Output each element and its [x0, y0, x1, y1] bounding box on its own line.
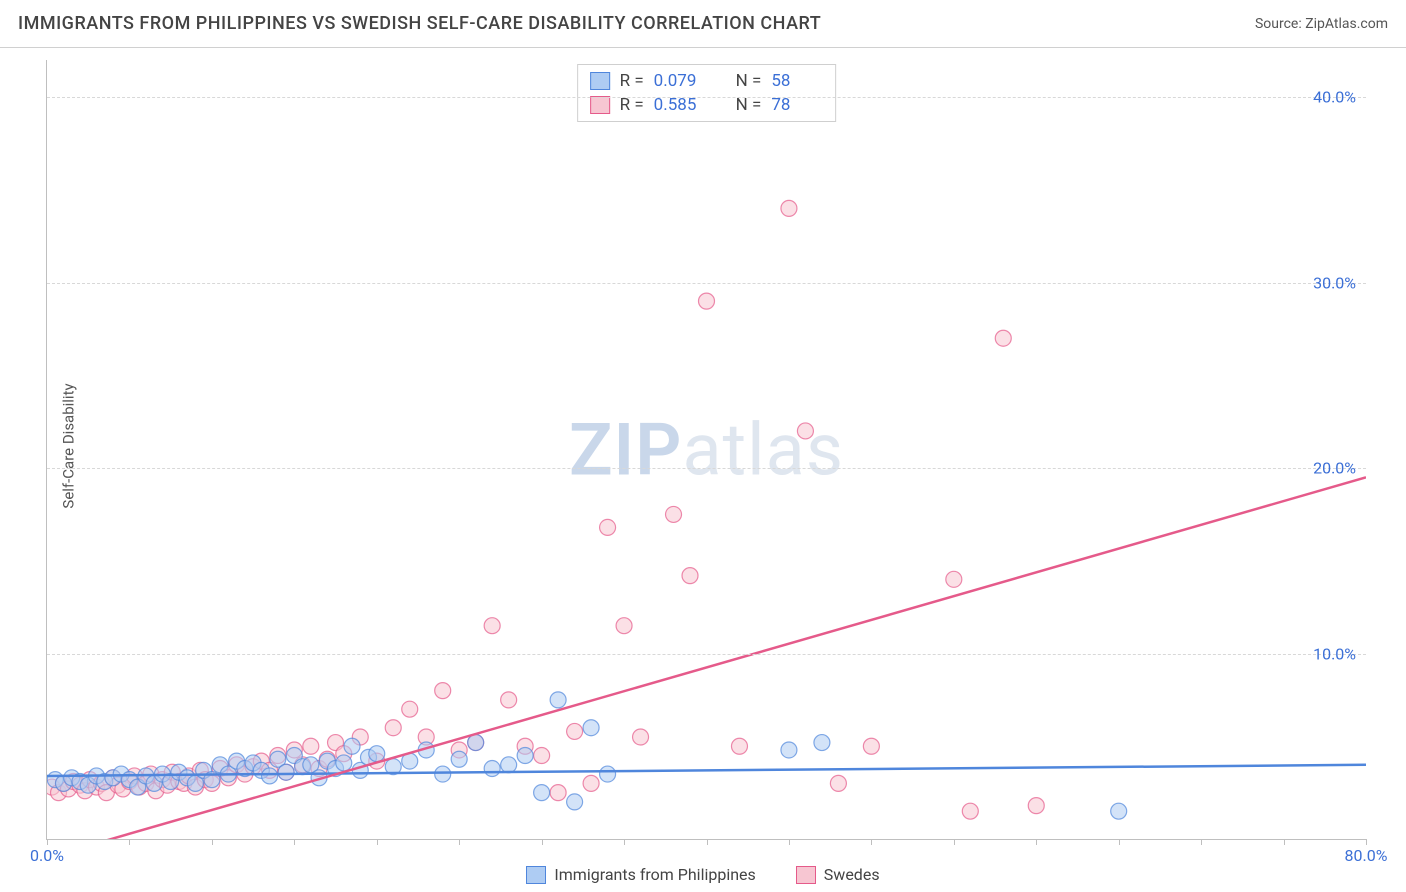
- x-tick-mark: [1366, 839, 1367, 845]
- x-tick-mark: [707, 839, 708, 845]
- x-tick-mark: [212, 839, 213, 845]
- legend-row-philippines: R = 0.079 N = 58: [590, 69, 824, 93]
- x-tick-mark: [294, 839, 295, 845]
- gridline: [47, 654, 1366, 655]
- chart-source: Source: ZipAtlas.com: [1255, 16, 1388, 32]
- watermark: ZIPatlas: [569, 407, 844, 492]
- correlation-legend: R = 0.079 N = 58 R = 0.585 N = 78: [577, 64, 837, 122]
- legend-label-philippines: Immigrants from Philippines: [554, 865, 755, 884]
- source-name: ZipAtlas.com: [1305, 16, 1388, 32]
- x-tick-mark: [129, 839, 130, 845]
- plot-area: ZIPatlas R = 0.079 N = 58 R = 0.585 N = …: [46, 60, 1366, 840]
- x-tick-mark: [954, 839, 955, 845]
- chart-title: IMMIGRANTS FROM PHILIPPINES VS SWEDISH S…: [18, 13, 821, 34]
- gridline: [47, 283, 1366, 284]
- gridline: [47, 97, 1366, 98]
- y-tick-label: 30.0%: [1313, 273, 1356, 292]
- x-tick-mark: [789, 839, 790, 845]
- n-value-philippines: 58: [771, 71, 823, 91]
- r-value-philippines: 0.079: [654, 71, 706, 91]
- swatch-philippines: [590, 72, 610, 90]
- chart-svg: [47, 60, 1366, 839]
- x-tick-mark: [542, 839, 543, 845]
- n-label: N =: [736, 71, 762, 91]
- y-tick-label: 40.0%: [1313, 88, 1356, 107]
- x-tick-mark: [1119, 839, 1120, 845]
- watermark-zip: ZIP: [569, 407, 682, 492]
- x-tick-mark: [871, 839, 872, 845]
- swatch-philippines-icon: [526, 866, 546, 884]
- x-tick-label: 0.0%: [30, 846, 64, 865]
- x-tick-mark: [459, 839, 460, 845]
- r-label: R =: [620, 71, 644, 91]
- y-tick-label: 10.0%: [1313, 644, 1356, 663]
- x-tick-mark: [1284, 839, 1285, 845]
- swatch-swedes: [590, 96, 610, 114]
- source-prefix: Source:: [1255, 16, 1305, 32]
- y-tick-label: 20.0%: [1313, 459, 1356, 478]
- watermark-atlas: atlas: [682, 407, 844, 492]
- swatch-swedes-icon: [796, 866, 816, 884]
- x-tick-mark: [624, 839, 625, 845]
- legend-label-swedes: Swedes: [824, 865, 880, 884]
- x-tick-mark: [47, 839, 48, 845]
- chart-header: IMMIGRANTS FROM PHILIPPINES VS SWEDISH S…: [0, 0, 1406, 48]
- x-tick-mark: [1201, 839, 1202, 845]
- legend-item-philippines: Immigrants from Philippines: [526, 865, 755, 884]
- gridline: [47, 468, 1366, 469]
- legend-item-swedes: Swedes: [796, 865, 880, 884]
- x-tick-mark: [377, 839, 378, 845]
- x-tick-mark: [1036, 839, 1037, 845]
- x-tick-label: 80.0%: [1345, 846, 1388, 865]
- series-legend: Immigrants from Philippines Swedes: [0, 865, 1406, 884]
